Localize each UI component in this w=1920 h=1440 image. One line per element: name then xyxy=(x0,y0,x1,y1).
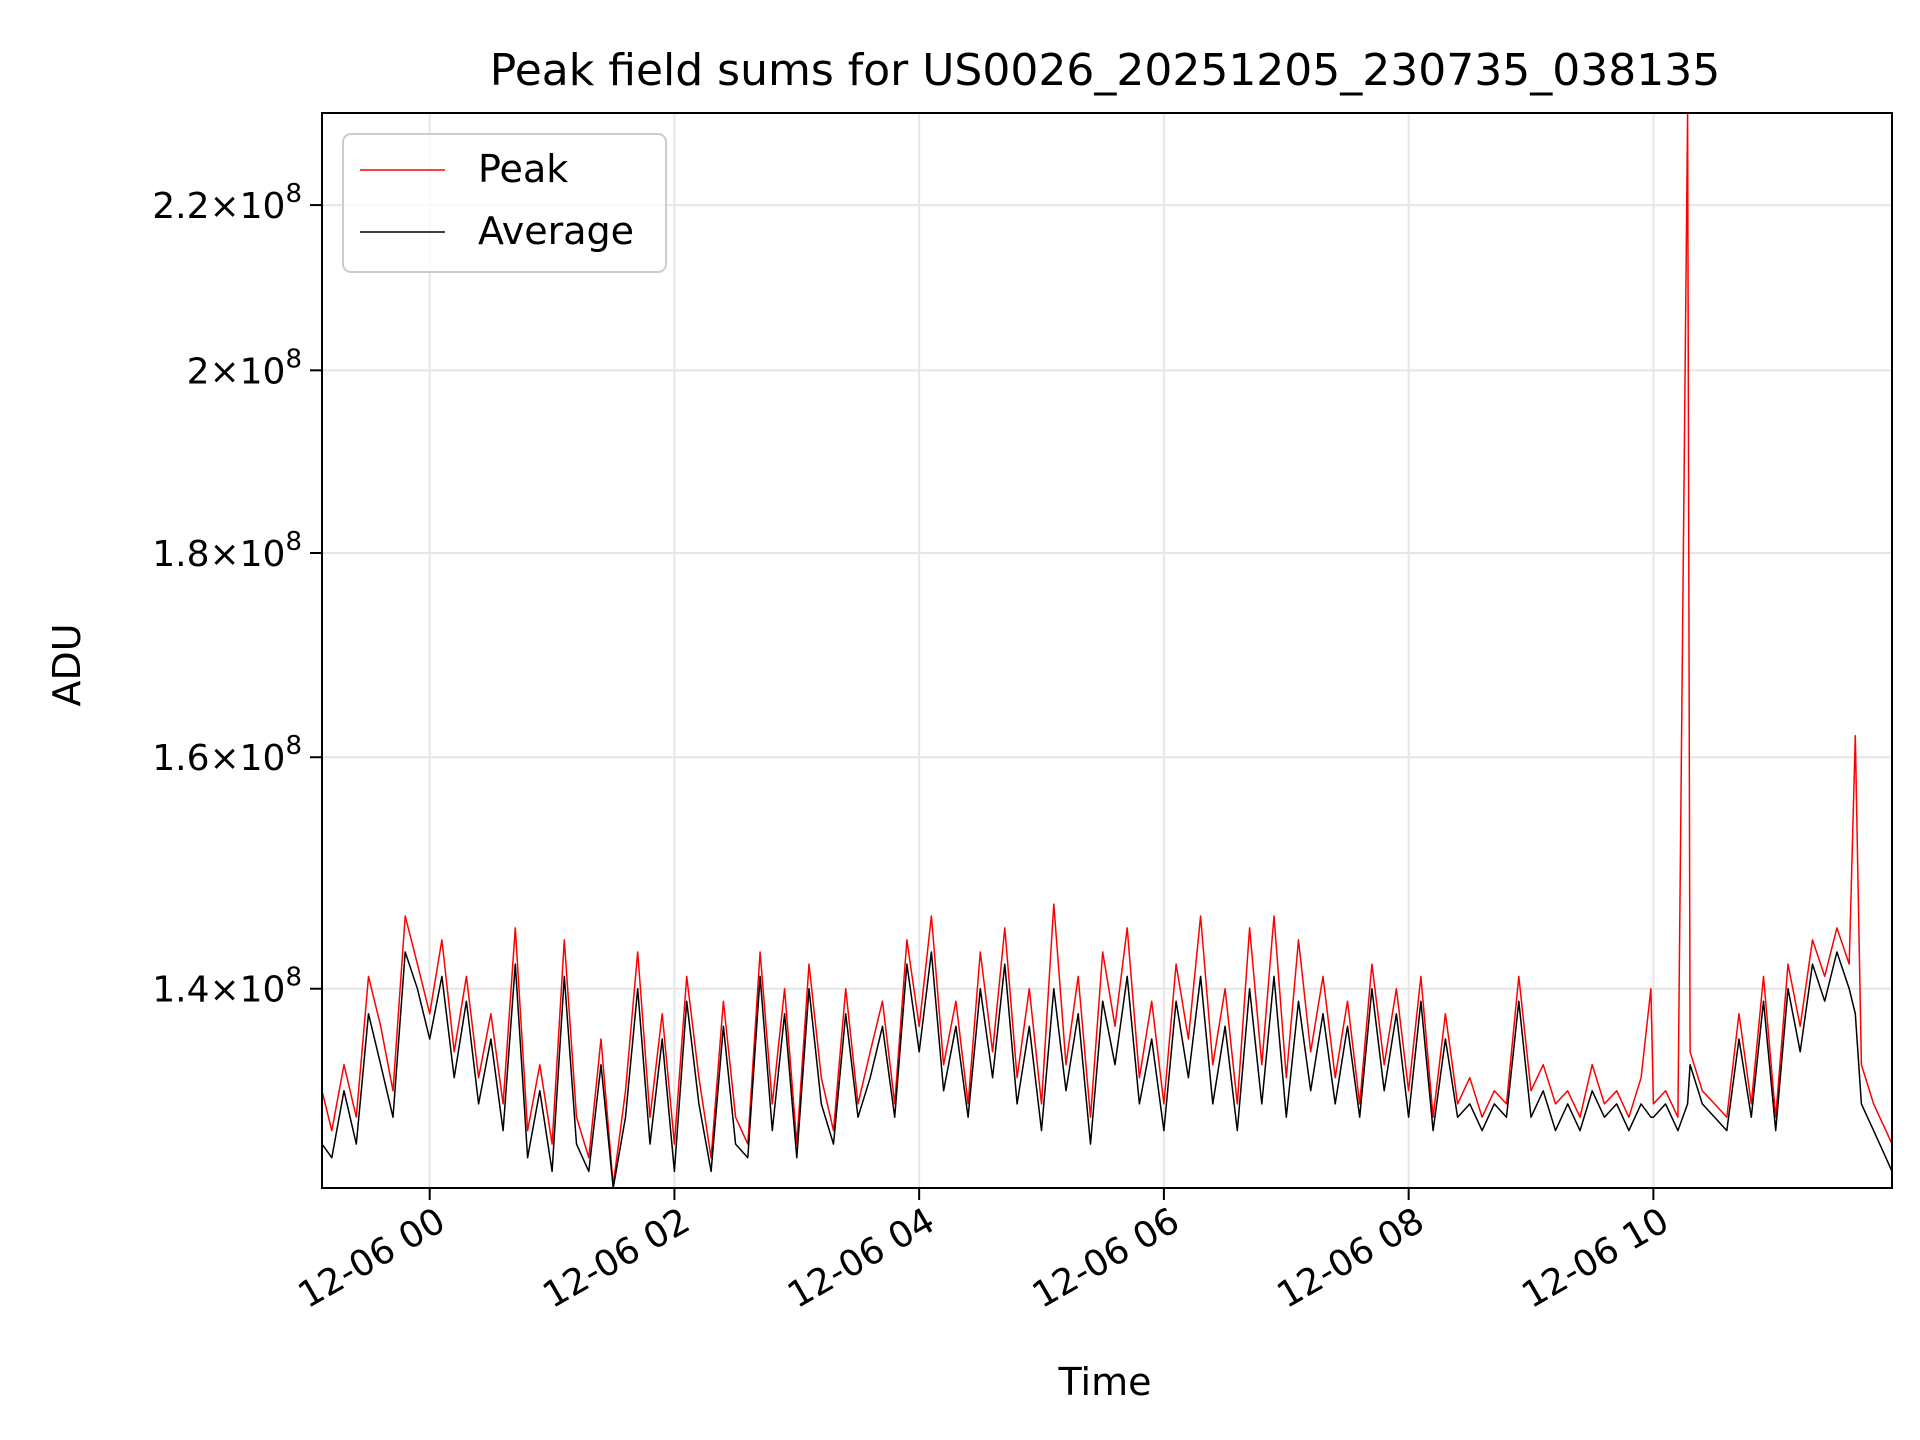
y-axis-label: ADU xyxy=(45,623,89,706)
legend: Peak Average xyxy=(342,133,667,273)
y-tick-mantissa: 2.2×10 xyxy=(152,186,285,227)
y-tick-exponent: 8 xyxy=(285,731,302,761)
legend-label-average: Average xyxy=(478,209,634,253)
plot-frame xyxy=(321,112,1893,1189)
y-tick-label: 1.4×108 xyxy=(152,963,302,1011)
y-tick-mantissa: 2×10 xyxy=(187,351,286,392)
y-tick-label: 2×108 xyxy=(187,344,302,392)
y-tick-exponent: 8 xyxy=(285,344,302,374)
grid-layer xyxy=(322,113,1892,1188)
y-tick-label: 2.2×108 xyxy=(152,179,302,227)
y-tick-exponent: 8 xyxy=(285,527,302,557)
y-tick-mantissa: 1.4×10 xyxy=(152,970,285,1011)
legend-label-peak: Peak xyxy=(478,147,568,191)
x-axis-label: Time xyxy=(1058,1360,1152,1404)
legend-box xyxy=(342,133,667,273)
series-line-average xyxy=(321,951,1893,1189)
y-tick-exponent: 8 xyxy=(285,179,302,209)
y-tick-label: 1.6×108 xyxy=(152,731,302,779)
chart-title: Peak field sums for US0026_20251205_2307… xyxy=(490,45,1720,96)
y-tick-mantissa: 1.6×10 xyxy=(152,738,285,779)
y-tick-label: 1.8×108 xyxy=(152,527,302,575)
y-tick-mantissa: 1.8×10 xyxy=(152,534,285,575)
series-line-peak xyxy=(321,112,1893,1186)
series-layer xyxy=(321,112,1893,1189)
y-tick-exponent: 8 xyxy=(285,963,302,993)
